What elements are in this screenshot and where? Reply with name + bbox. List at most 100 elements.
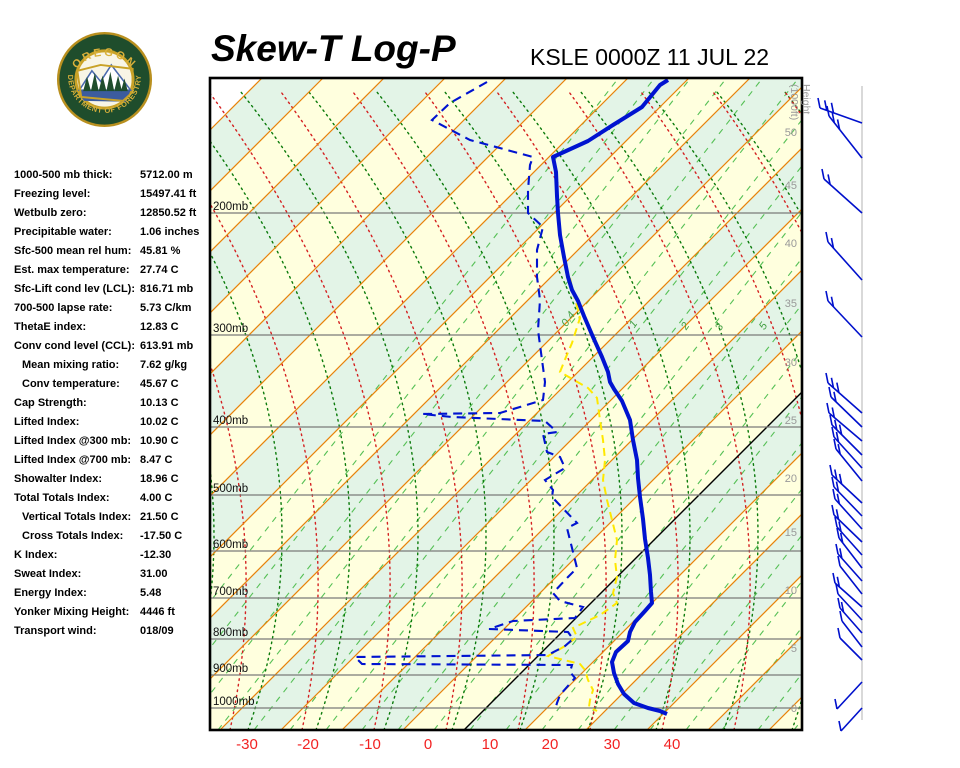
stat-value: 31.00 [140,568,168,580]
moist-adiabat [710,89,802,235]
isotherm-line [210,78,385,253]
mixing-ratio-line [793,718,802,730]
wind-barb [826,105,863,159]
stat-label: Transport wind: [14,625,97,637]
mixing-ratio-line [541,395,802,730]
wind-barb [831,504,863,543]
stat-value: 613.91 mb [140,340,194,352]
mixing-ratio-line [210,78,691,695]
wetbulb-trace [545,277,619,712]
pressure-label: 600mb [213,539,248,551]
isotherm-band [210,87,802,730]
stat-label: Conv cond level (CCL): [14,340,136,352]
height-tick-label: 10 [785,585,797,597]
temperature-trace [551,78,670,716]
stat-label: Est. max temperature: [14,264,130,276]
mixing-ratio-line [210,78,655,649]
stat-label: Total Totals Index: [14,492,110,504]
wind-barb [835,583,863,621]
stat-label: Lifted Index: [14,416,80,428]
plot-border [208,76,804,732]
dry-adiabat [210,251,283,730]
isotherm-line [210,78,324,192]
wind-barb [837,597,863,634]
isotherm-line [585,513,802,730]
mixing-ratio-line [613,488,802,730]
stat-row: Est. max temperature: 27.74 C [14,264,214,283]
wind-barb [831,426,863,469]
height-axis-title: Height [800,84,812,114]
station-datetime-label: KSLE 0000Z 11 JUL 22 [530,44,770,70]
moist-adiabat [278,89,463,730]
isotherm-line [210,78,446,314]
stat-value: -12.30 [140,549,172,561]
stat-row: Showalter Index: 18.96 C [14,473,214,492]
stat-row: ThetaE index: 12.83 C [14,321,214,340]
stat-label: Yonker Mixing Height: [14,606,130,618]
wind-barb [825,231,863,281]
stat-row: Energy Index: 5.48 [14,587,214,606]
moist-adiabat [0,90,30,730]
wind-barb [817,97,863,124]
moist-adiabat [928,90,960,730]
stat-row: Wetbulb zero: 12850.52 ft [14,207,214,226]
wind-barb [834,681,863,710]
stat-row: Conv cond level (CCL): 613.91 mb [14,340,214,359]
stat-label: Energy Index: [14,587,87,599]
dry-adiabat [0,90,146,730]
wind-barb [833,438,863,482]
stat-label: Mean mixing ratio: [22,359,120,371]
isotherm-band [210,78,802,679]
stat-value: 8.47 C [140,454,173,466]
wind-barb [834,516,863,556]
dry-adiabat [510,89,691,730]
isotherm-band [891,78,960,730]
stat-value: 10.13 C [140,397,179,409]
height-tick-label: 15 [785,527,797,539]
pressure-label: 400mb [213,415,248,427]
wind-barb [838,707,863,732]
stat-value: 816.71 mb [140,283,194,295]
odf-logo: OREGON DEPARTMENT OF FORESTRY [56,31,153,128]
stat-label: Lifted Index @300 mb: [14,435,132,447]
stat-label: 700-500 lapse rate: [14,302,113,314]
dry-adiabat [306,89,487,730]
stat-row: Transport wind: 018/09 [14,625,214,644]
x-axis-tick-label: -10 [359,736,381,753]
stat-label: Sfc-500 mean rel hum: [14,245,132,257]
moist-adiabat [856,90,960,730]
stat-value: -17.50 C [140,530,183,542]
stat-value: 1.06 inches [140,226,200,238]
wind-barb [836,527,863,569]
stat-row: Precipitable water: 1.06 inches [14,226,214,245]
stat-label: ThetaE index: [14,321,87,333]
height-axis-title-units: (1000ft) [788,84,800,120]
isotherm-line [210,78,690,558]
stat-label: Vertical Totals Index: [22,511,132,523]
dry-adiabat [210,463,215,608]
isotherm-line [210,78,751,619]
stat-row: Sfc-500 mean rel hum: 45.81 % [14,245,214,264]
mixing-ratio-line [505,349,802,730]
dry-adiabat [782,89,802,116]
stat-value: 5.48 [140,587,162,599]
wind-barb [832,488,863,530]
isotherm-line [210,78,507,375]
stat-row: Conv temperature: 45.67 C [14,378,214,397]
moist-adiabat [350,89,535,730]
stat-row: Mean mixing ratio: 7.62 g/kg [14,359,214,378]
x-axis-tick-label: -20 [297,736,319,753]
isotherm-line [219,147,802,730]
dry-adiabat [0,90,10,730]
stat-row: Freezing level: 15497.41 ft [14,188,214,207]
moist-adiabat [782,89,802,117]
isotherm-line [210,86,802,680]
dry-adiabat [210,139,351,730]
dry-adiabat [0,90,78,730]
page-title: Skew-T Log-P [211,28,456,69]
height-tick-label: 35 [785,298,797,310]
stat-value: 4446 ft [140,606,175,618]
wind-barb [828,386,863,428]
wind-barb [831,476,863,517]
